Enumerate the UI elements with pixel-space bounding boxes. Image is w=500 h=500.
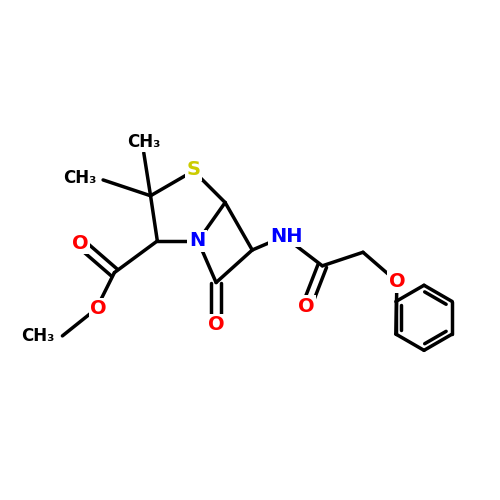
- Text: O: O: [208, 315, 224, 334]
- Text: CH₃: CH₃: [63, 168, 96, 186]
- Text: N: N: [189, 232, 205, 250]
- Text: O: O: [388, 272, 405, 291]
- Text: NH: NH: [270, 227, 302, 246]
- Text: CH₃: CH₃: [21, 327, 54, 345]
- Text: O: O: [90, 300, 107, 318]
- Text: O: O: [72, 234, 89, 252]
- Text: CH₃: CH₃: [127, 132, 160, 150]
- Text: S: S: [186, 160, 200, 180]
- Text: O: O: [298, 297, 315, 316]
